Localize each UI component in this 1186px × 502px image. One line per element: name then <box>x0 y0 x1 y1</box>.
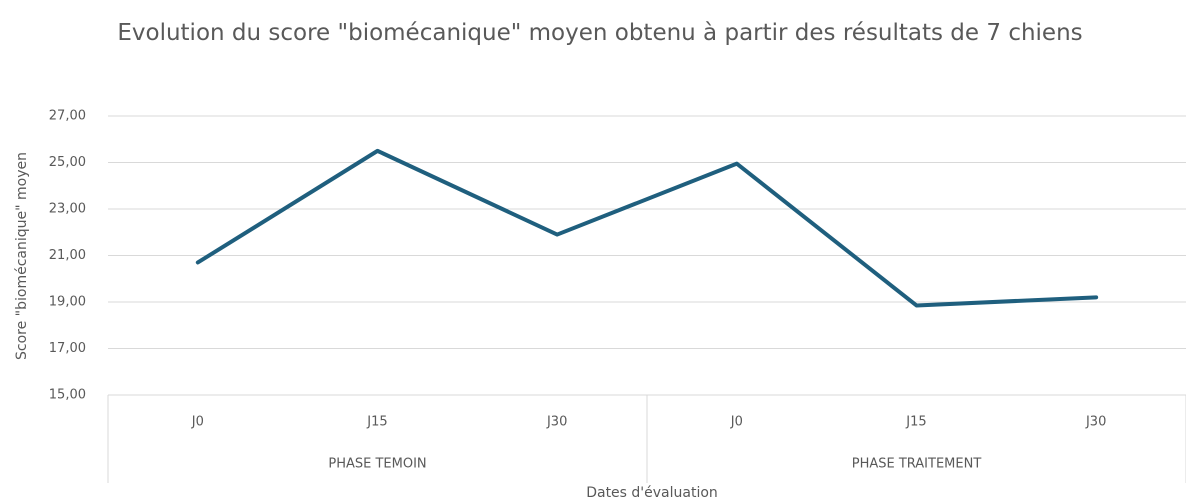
group-label: PHASE TRAITEMENT <box>852 457 982 472</box>
chart-title: Evolution du score "biomécanique" moyen … <box>117 20 1083 46</box>
x-tick-label: J0 <box>191 415 204 430</box>
y-tick-label: 23,00 <box>49 202 86 217</box>
group-label: PHASE TEMOIN <box>328 457 426 472</box>
y-tick-label: 21,00 <box>49 248 86 263</box>
x-axis-title: Dates d'évaluation <box>586 485 718 501</box>
x-tick-label: J0 <box>730 415 743 430</box>
x-tick-label: J15 <box>905 415 926 430</box>
y-tick-label: 25,00 <box>49 155 86 170</box>
x-tick-label: J30 <box>546 415 567 430</box>
y-axis-title: Score "biomécanique" moyen <box>14 152 30 360</box>
x-tick-label: J30 <box>1085 415 1106 430</box>
y-tick-label: 27,00 <box>49 109 86 124</box>
y-tick-label: 17,00 <box>49 341 86 356</box>
y-tick-label: 19,00 <box>49 295 86 310</box>
line <box>195 148 1099 308</box>
x-tick-label: J15 <box>366 415 387 430</box>
y-tick-label: 15,00 <box>49 388 86 403</box>
